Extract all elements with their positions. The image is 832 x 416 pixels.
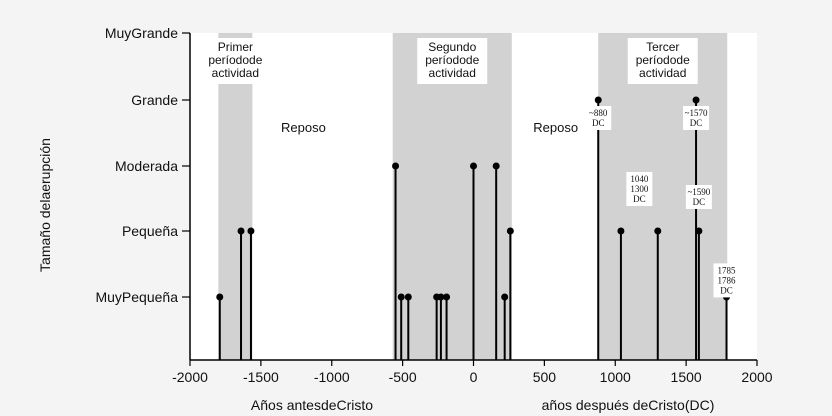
eruption-point-1 (216, 293, 224, 301)
eruption-point-6 (404, 293, 412, 301)
period-label-1-line-1: Primer (218, 40, 253, 54)
x-axis-title-left: Años antesdeCristo (251, 397, 373, 413)
period-label-1-line-3: actividad (212, 66, 259, 80)
eruption-point-14 (594, 96, 602, 104)
annotation-box-5 (713, 263, 740, 298)
eruption-point-4 (392, 162, 400, 170)
period-label-2-line-2: períodode (425, 53, 479, 67)
y-category-label-2: Pequeña (122, 223, 178, 239)
y-category-label-4: Grande (131, 92, 178, 108)
x-tick-label-1: -2000 (172, 369, 208, 385)
eruption-point-16 (654, 227, 662, 235)
annotation-1-line-1: ~880 (589, 108, 608, 118)
x-tick-label-5: 0 (470, 369, 478, 385)
y-category-label-5: MuyGrande (105, 25, 178, 41)
eruption-point-18 (695, 227, 703, 235)
eruption-point-13 (506, 227, 514, 235)
annotation-2-line-1: ~1570 (685, 108, 708, 118)
period-label-3-line-3: actividad (639, 66, 686, 80)
rest-label-2: Reposo (533, 120, 578, 135)
annotation-3-line-3: DC (633, 194, 646, 204)
eruption-point-5 (397, 293, 405, 301)
period-band-1 (218, 33, 253, 360)
annotation-3-line-2: 1300 (630, 184, 649, 194)
annotation-5-line-1: 1785 (718, 265, 737, 275)
annotation-1-line-2: DC (592, 118, 605, 128)
eruption-point-2 (237, 227, 245, 235)
period-label-1-line-2: períodode (208, 53, 262, 67)
x-axis-title-right: años después deCristo(DC) (542, 397, 715, 413)
annotation-4-line-1: ~1590 (687, 187, 710, 197)
y-axis-title: Tamaño delaerupción (37, 138, 53, 272)
eruption-point-9 (443, 293, 451, 301)
annotation-5-line-3: DC (720, 285, 733, 295)
annotation-5-line-2: 1786 (718, 275, 737, 285)
annotation-box-4 (685, 185, 712, 209)
period-label-box-3 (627, 38, 698, 84)
period-label-2-line-1: Segundo (428, 40, 476, 54)
x-tick-label-3: -1000 (314, 369, 350, 385)
period-label-3-line-2: períodode (636, 53, 690, 67)
eruption-point-15 (617, 227, 625, 235)
y-category-label-1: MuyPequeña (95, 289, 178, 305)
rest-label-1: Reposo (281, 120, 326, 135)
period-label-3-line-1: Tercer (646, 40, 679, 54)
eruption-stems (216, 96, 731, 360)
annotation-box-1 (585, 106, 612, 130)
x-tick-label-8: 1500 (671, 369, 702, 385)
annotation-2-line-2: DC (690, 118, 703, 128)
eruption-point-12 (501, 293, 509, 301)
y-category-label-3: Moderada (115, 158, 178, 174)
eruption-point-11 (492, 162, 500, 170)
period-label-box-2 (417, 38, 488, 84)
annotation-3-line-1: 1040 (630, 174, 649, 184)
eruption-point-10 (470, 162, 477, 170)
period-band-2 (392, 33, 512, 360)
x-tick-label-6: 500 (533, 369, 557, 385)
x-tick-label-4: -500 (389, 369, 417, 385)
annotation-box-2 (683, 106, 710, 130)
chart-labels: PrimerperíododeactividadSegundoperíodode… (37, 38, 740, 413)
annotation-box-3 (626, 172, 653, 206)
eruption-point-8 (437, 293, 445, 301)
period-label-2-line-3: actividad (429, 66, 476, 80)
eruption-point-17 (692, 96, 700, 104)
x-tick-label-2: -1500 (243, 369, 279, 385)
eruption-point-3 (247, 227, 255, 235)
period-label-box-1 (200, 38, 271, 84)
x-tick-label-7: 1000 (600, 369, 631, 385)
annotation-4-line-2: DC (693, 197, 706, 207)
x-tick-label-9: 2000 (741, 369, 772, 385)
